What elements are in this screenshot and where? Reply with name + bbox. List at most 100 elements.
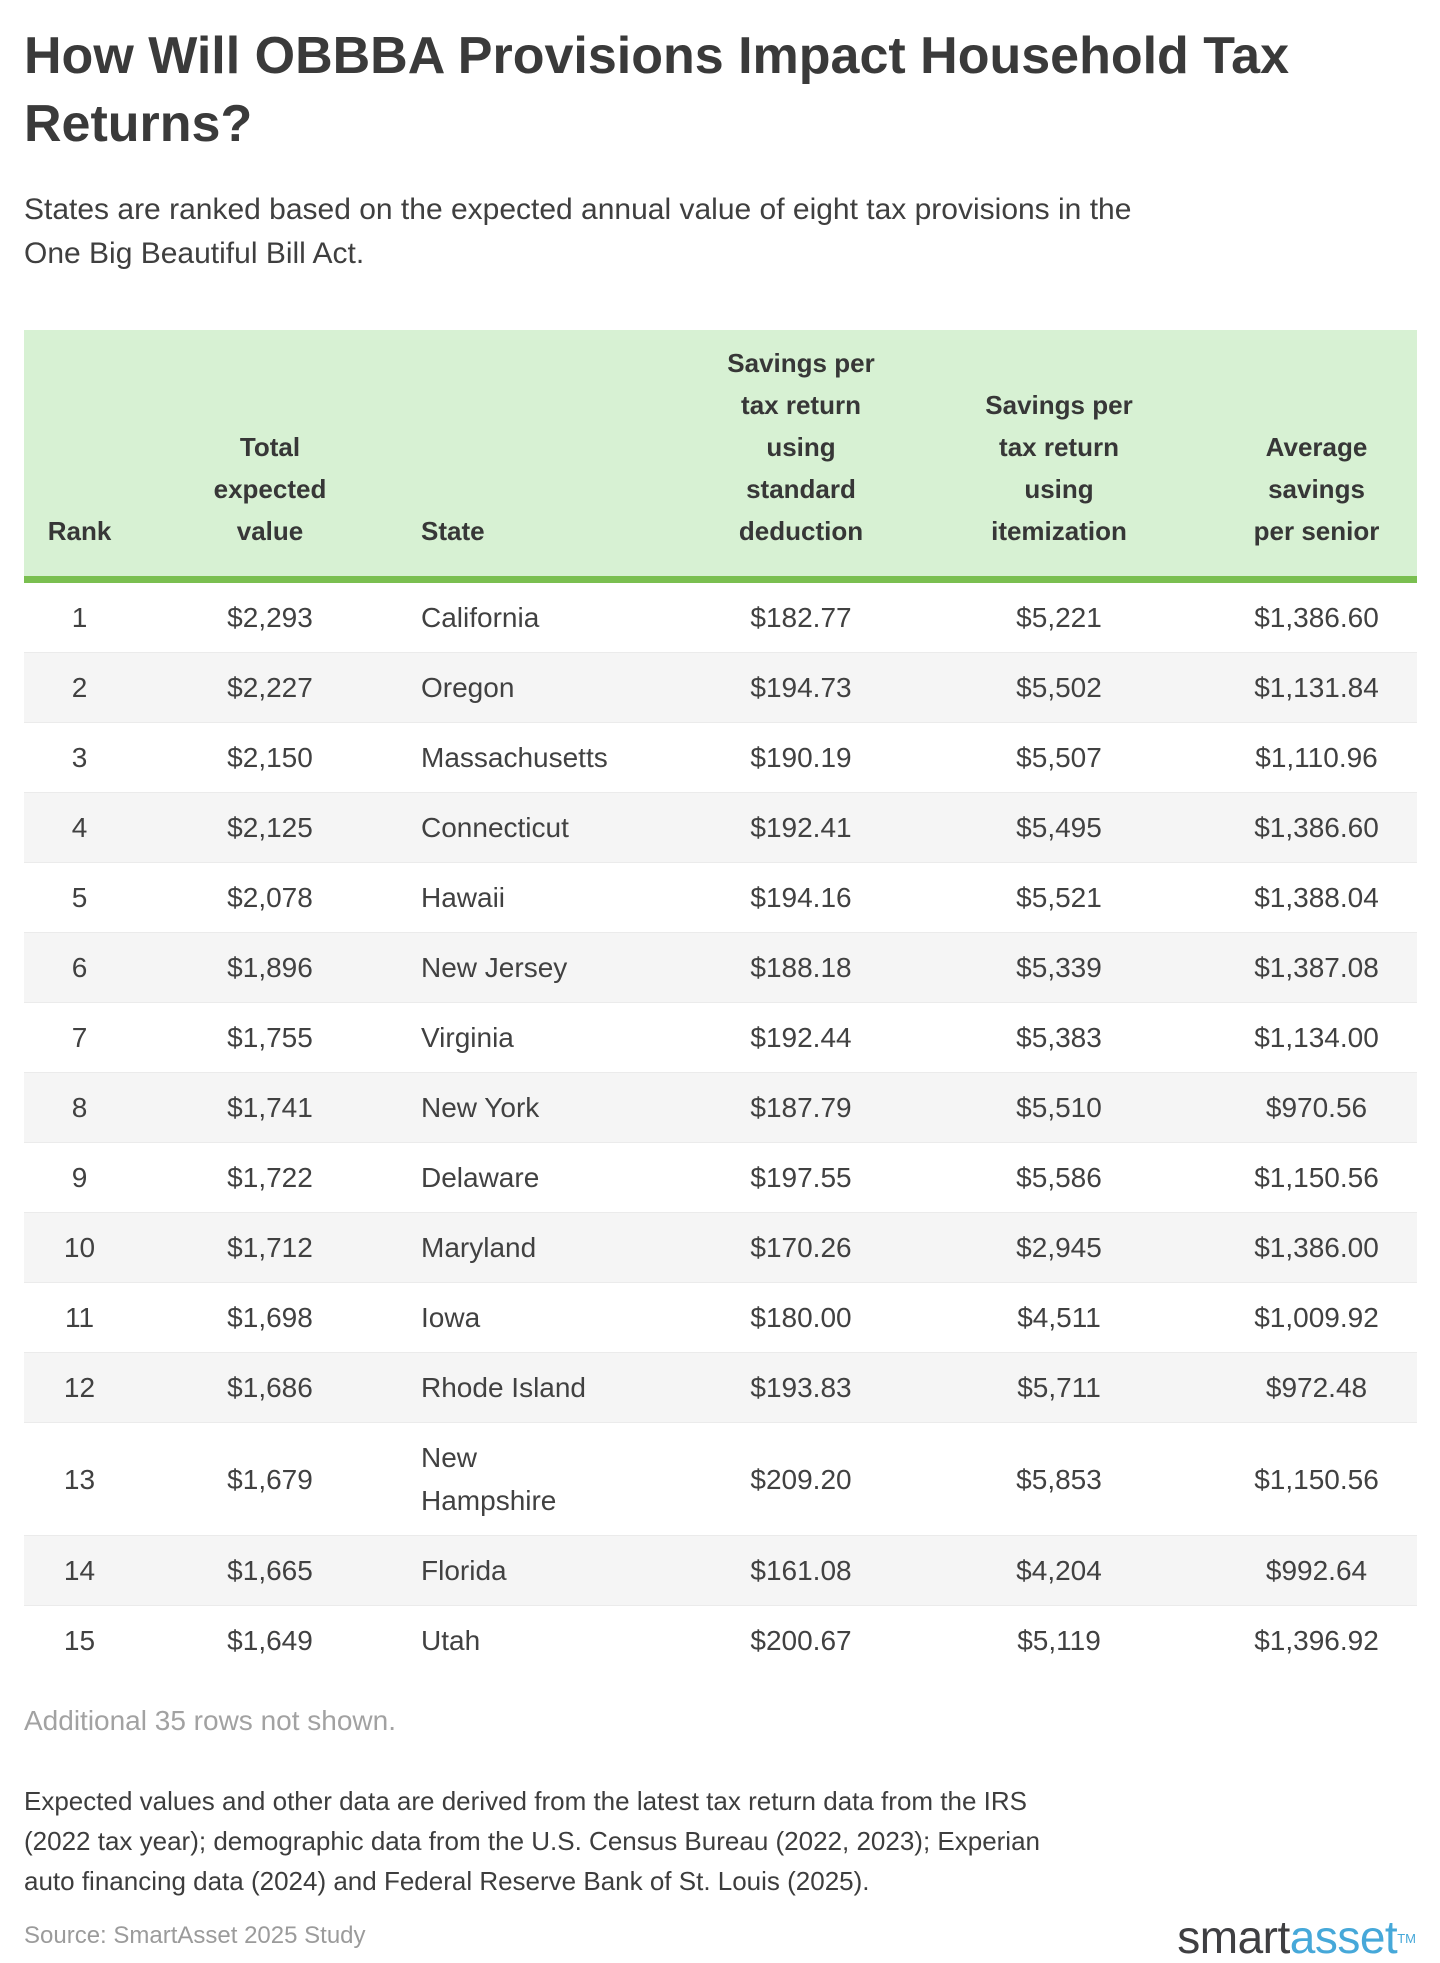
cell-rank: 6 <box>71 952 88 983</box>
page-title: How Will OBBBA Provisions Impact Househo… <box>24 27 1290 153</box>
cell-savings-standard-deduction: $192.44 <box>750 1022 852 1053</box>
header-row: Rank Total expected value State Savings … <box>24 330 1417 583</box>
cell-average-savings-per-senior: $1,386.00 <box>1254 1232 1379 1263</box>
cell-savings-standard-deduction: $197.55 <box>750 1162 852 1193</box>
cell-state: New York <box>421 1092 540 1123</box>
cell-average-savings-per-senior: $1,134.00 <box>1254 1022 1379 1053</box>
table-row: 11 $1,698 Iowa $180.00 $4,511 $1,009.92 <box>24 1282 1417 1353</box>
cell-total-expected-value: $1,712 <box>227 1232 313 1263</box>
cell-total-expected-value: $2,078 <box>227 882 313 913</box>
cell-savings-itemization: $2,945 <box>1016 1232 1102 1263</box>
trademark-symbol: TM <box>1397 1931 1416 1946</box>
cell-savings-itemization: $5,711 <box>1017 1372 1101 1403</box>
table-row: 12 $1,686 Rhode Island $193.83 $5,711 $972.48 <box>24 1352 1417 1423</box>
cell-savings-standard-deduction: $190.19 <box>750 742 852 773</box>
cell-rank: 7 <box>71 1022 88 1053</box>
cell-rank: 10 <box>63 1232 96 1263</box>
cell-state: Florida <box>421 1555 507 1586</box>
cell-state: Hawaii <box>421 882 506 913</box>
cell-state: Utah <box>421 1625 481 1656</box>
cell-savings-standard-deduction: $192.41 <box>750 812 852 843</box>
cell-savings-standard-deduction: $180.00 <box>750 1302 852 1333</box>
table-row: 1 $2,293 California $182.77 $5,221 $1,386.60 <box>24 580 1417 653</box>
column-header-rank: Rank <box>24 330 135 583</box>
column-header-state: State <box>405 330 700 583</box>
cell-average-savings-per-senior: $1,150.56 <box>1254 1463 1379 1495</box>
cell-state: Connecticut <box>421 812 569 843</box>
cell-rank: 1 <box>71 602 88 633</box>
column-header-average-savings-per-senior: Average savings per senior <box>1216 330 1417 583</box>
cell-total-expected-value: $1,665 <box>227 1555 313 1586</box>
column-header-total-expected-value: Total expected value <box>135 330 405 583</box>
cell-total-expected-value: $1,649 <box>227 1625 313 1656</box>
cell-average-savings-per-senior: $1,131.84 <box>1254 672 1379 703</box>
cell-savings-itemization: $5,339 <box>1016 952 1102 983</box>
cell-average-savings-per-senior: $1,388.04 <box>1254 882 1379 913</box>
table-row: 9 $1,722 Delaware $197.55 $5,586 $1,150.56 <box>24 1142 1417 1213</box>
cell-savings-itemization: $5,507 <box>1016 742 1102 773</box>
cell-savings-itemization: $4,204 <box>1016 1555 1102 1586</box>
cell-average-savings-per-senior: $1,150.56 <box>1254 1162 1379 1193</box>
logo-text-asset: asset <box>1289 1911 1398 1963</box>
cell-savings-standard-deduction: $194.16 <box>750 882 852 913</box>
cell-savings-itemization: $5,510 <box>1016 1092 1102 1123</box>
table-row: 15 $1,649 Utah $200.67 $5,119 $1,396.92 <box>24 1605 1417 1676</box>
column-header-savings-standard-deduction: Savings per tax return using standard de… <box>700 330 902 583</box>
cell-rank: 9 <box>71 1162 88 1193</box>
cell-total-expected-value: $1,722 <box>227 1162 313 1193</box>
cell-savings-itemization: $4,511 <box>1017 1302 1101 1333</box>
table-row: 4 $2,125 Connecticut $192.41 $5,495 $1,386.60 <box>24 792 1417 863</box>
cell-average-savings-per-senior: $972.48 <box>1265 1372 1368 1403</box>
table-body: 1 $2,293 California $182.77 $5,221 $1,386.60 2… <box>24 580 1417 1676</box>
table-header: Rank Total expected value State Savings … <box>24 330 1417 583</box>
cell-average-savings-per-senior: $1,386.60 <box>1254 602 1379 633</box>
cell-savings-standard-deduction: $188.18 <box>750 952 852 983</box>
cell-savings-itemization: $5,521 <box>1016 882 1102 913</box>
cell-rank: 2 <box>71 672 88 703</box>
cell-savings-itemization: $5,495 <box>1016 812 1102 843</box>
cell-rank: 11 <box>64 1302 95 1333</box>
cell-rank: 5 <box>71 882 88 913</box>
cell-average-savings-per-senior: $1,110.96 <box>1255 742 1378 773</box>
cell-savings-standard-deduction: $182.77 <box>750 602 852 633</box>
cell-state: New Jersey <box>421 952 568 983</box>
cell-rank: 14 <box>63 1555 96 1586</box>
cell-average-savings-per-senior: $1,009.92 <box>1254 1302 1379 1333</box>
cell-savings-standard-deduction: $200.67 <box>750 1625 852 1656</box>
cell-savings-itemization: $5,383 <box>1016 1022 1102 1053</box>
column-header-savings-itemization: Savings per tax return using itemization <box>902 330 1216 583</box>
cell-savings-itemization: $5,586 <box>1016 1162 1102 1193</box>
methodology-footnote: Expected values and other data are deriv… <box>24 1786 1041 1896</box>
cell-state: Maryland <box>421 1232 537 1263</box>
cell-state: Virginia <box>421 1022 514 1053</box>
cell-average-savings-per-senior: $992.64 <box>1265 1555 1368 1586</box>
cell-state: Massachusetts <box>421 742 608 773</box>
table-row: 3 $2,150 Massachusetts $190.19 $5,507 $1,110.… <box>24 722 1417 793</box>
cell-savings-itemization: $5,119 <box>1017 1625 1101 1656</box>
cell-total-expected-value: $1,698 <box>227 1302 313 1333</box>
cell-average-savings-per-senior: $1,387.08 <box>1254 952 1379 983</box>
cell-total-expected-value: $1,741 <box>227 1092 313 1123</box>
cell-savings-standard-deduction: $161.08 <box>750 1555 852 1586</box>
cell-state: Delaware <box>421 1162 540 1193</box>
cell-total-expected-value: $2,125 <box>227 812 313 843</box>
cell-savings-itemization: $5,502 <box>1016 672 1102 703</box>
cell-average-savings-per-senior: $970.56 <box>1265 1092 1368 1123</box>
source-label: Source: SmartAsset 2025 Study <box>24 1922 366 1949</box>
cell-total-expected-value: $1,755 <box>227 1022 313 1053</box>
smartasset-logo: smartassetTM <box>1177 1911 1416 1963</box>
cell-savings-standard-deduction: $170.26 <box>750 1232 852 1263</box>
cell-total-expected-value: $2,227 <box>227 672 313 703</box>
footer-row: Source: SmartAsset 2025 Study smartasset… <box>24 1911 1416 1963</box>
cell-rank: 15 <box>63 1625 96 1656</box>
table-row: 6 $1,896 New Jersey $188.18 $5,339 $1,387.08 <box>24 932 1417 1003</box>
cell-total-expected-value: $1,686 <box>227 1372 313 1403</box>
cell-state: California <box>421 602 540 633</box>
table-row: 14 $1,665 Florida $161.08 $4,204 $992.64 <box>24 1535 1417 1606</box>
rows-not-shown-note: Additional 35 rows not shown. <box>24 1705 396 1736</box>
table-row: 7 $1,755 Virginia $192.44 $5,383 $1,134.00 <box>24 1002 1417 1073</box>
cell-rank: 4 <box>71 812 88 843</box>
cell-savings-itemization: $5,853 <box>1016 1463 1102 1495</box>
cell-state: New Hampshire <box>421 1442 557 1516</box>
